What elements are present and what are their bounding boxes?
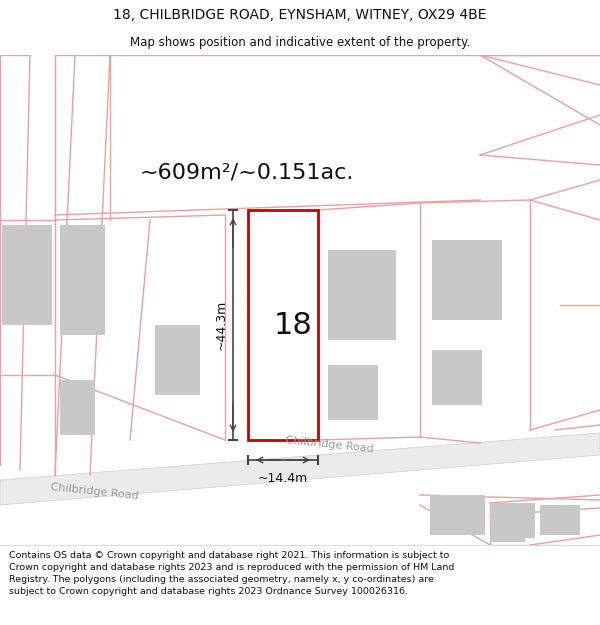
Bar	[248, 210, 318, 440]
Bar	[2, 225, 52, 325]
Bar	[490, 517, 525, 542]
Text: 18: 18	[274, 311, 313, 339]
Bar	[540, 505, 580, 535]
Bar	[432, 350, 482, 405]
Text: 18, CHILBRIDGE ROAD, EYNSHAM, WITNEY, OX29 4BE: 18, CHILBRIDGE ROAD, EYNSHAM, WITNEY, OX…	[113, 8, 487, 22]
Text: Map shows position and indicative extent of the property.: Map shows position and indicative extent…	[130, 36, 470, 49]
Text: Contains OS data © Crown copyright and database right 2021. This information is : Contains OS data © Crown copyright and d…	[9, 551, 454, 596]
Bar	[432, 240, 502, 320]
Bar	[490, 503, 535, 538]
Text: ~44.3m: ~44.3m	[215, 300, 227, 350]
Text: Chilbridge Road: Chilbridge Road	[50, 482, 140, 502]
Polygon shape	[0, 433, 600, 505]
Bar	[328, 365, 378, 420]
Bar	[60, 225, 105, 335]
Bar	[60, 380, 95, 435]
Bar	[155, 325, 200, 395]
Bar	[430, 495, 485, 535]
Text: ~14.4m: ~14.4m	[258, 471, 308, 484]
Text: Chilbridge Road: Chilbridge Road	[286, 436, 374, 454]
Bar	[328, 250, 396, 340]
Text: ~609m²/~0.151ac.: ~609m²/~0.151ac.	[140, 163, 355, 183]
